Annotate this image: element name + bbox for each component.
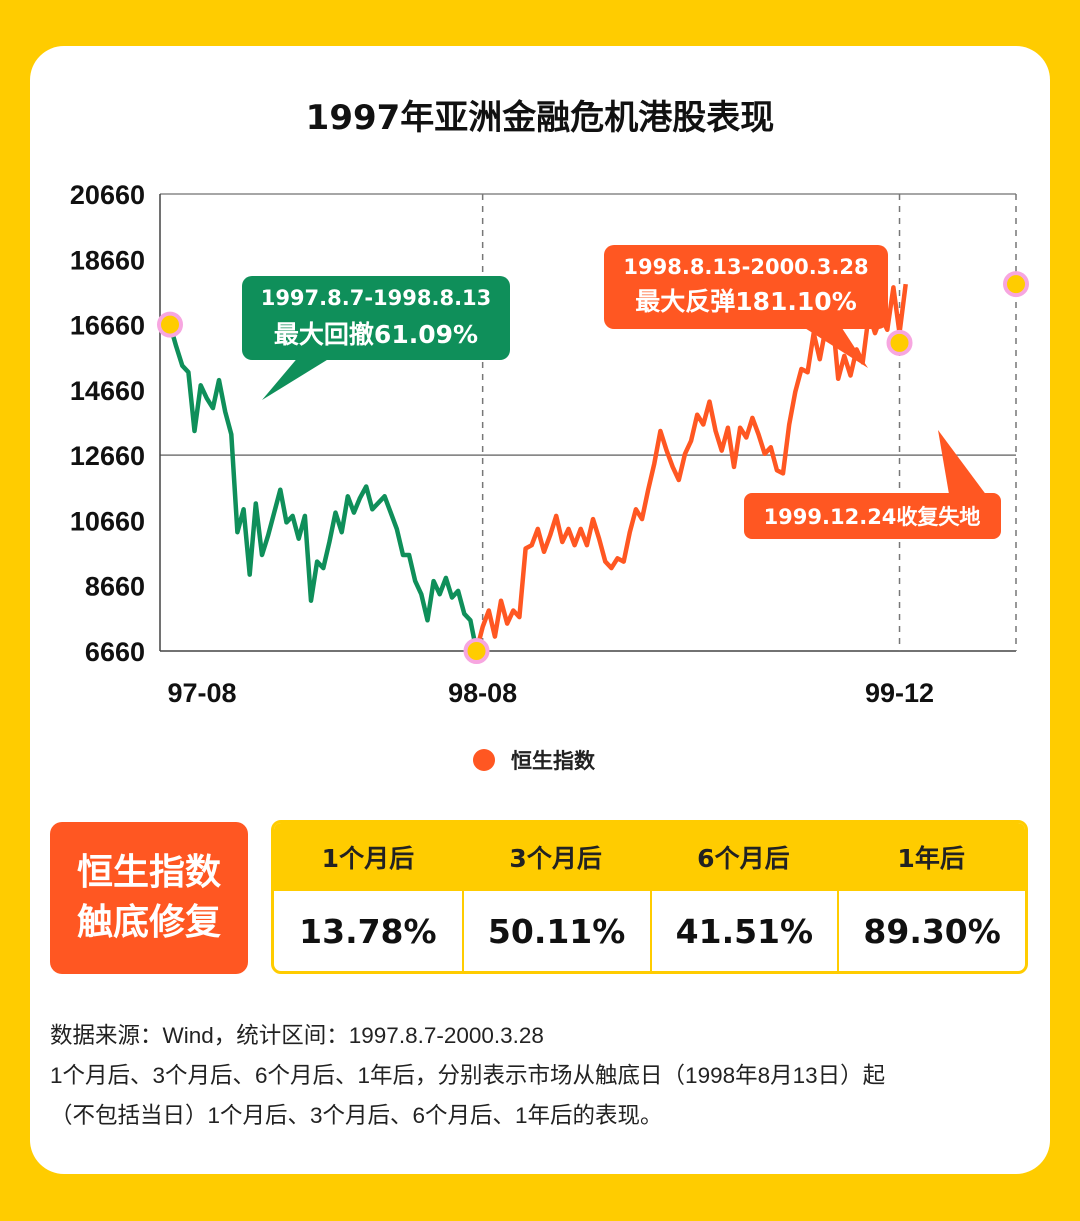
y-tick-label: 6660 xyxy=(85,637,145,667)
x-tick-label: 97-08 xyxy=(167,678,236,708)
recovery-label-line1: 恒生指数 xyxy=(76,852,221,893)
y-tick-label: 14660 xyxy=(70,376,145,406)
y-tick-label: 18660 xyxy=(70,245,145,275)
callout-recovery-text: 1999.12.24收复失地 xyxy=(764,505,981,529)
chart-title: 1997年亚洲金融危机港股表现 xyxy=(305,98,775,138)
x-tick-label: 99-12 xyxy=(865,678,934,708)
footnote-line: 1个月后、3个月后、6个月后、1年后，分别表示市场从触底日（1998年8月13日… xyxy=(50,1063,886,1088)
stats-value: 50.11% xyxy=(461,891,650,971)
recovery-stats-table: 1个月后 3个月后 6个月后 1年后 13.78% 50.11% 41.51% … xyxy=(271,820,1028,974)
y-tick-label: 12660 xyxy=(70,441,145,471)
chart-markers xyxy=(157,271,1029,664)
callout-pointer xyxy=(938,430,990,500)
stats-header: 6个月后 xyxy=(649,823,838,891)
footnotes: 数据来源：Wind，统计区间：1997.8.7-2000.3.28 1个月后、3… xyxy=(50,1016,1040,1136)
stats-header: 1年后 xyxy=(837,823,1025,891)
y-tick-label: 8660 xyxy=(85,572,145,602)
stats-value: 89.30% xyxy=(837,891,1025,971)
callout-pointer xyxy=(262,355,335,400)
callout-drawdown-dates: 1997.8.7-1998.8.13 xyxy=(261,286,492,310)
footnote-line: （不包括当日）1个月后、3个月后、6个月后、1年后的表现。 xyxy=(50,1103,663,1128)
chart-annotations: 1997.8.7-1998.8.13 最大回撤61.09% 1998.8.13-20… xyxy=(242,245,1001,539)
recovery-label-line2: 触底修复 xyxy=(76,902,221,943)
chart-axes: 20660 18660 16660 14660 12660 10660 8660 6660 97… xyxy=(70,180,934,708)
y-tick-label: 16660 xyxy=(70,311,145,341)
callout-rebound-value: 最大反弹181.10% xyxy=(635,287,857,316)
callout-box-drawdown xyxy=(242,276,510,360)
marker-end xyxy=(1003,271,1029,298)
legend-swatch xyxy=(473,749,495,771)
stats-header: 3个月后 xyxy=(461,823,650,891)
decline-line xyxy=(167,323,479,652)
stats-value: 41.51% xyxy=(649,891,838,971)
marker-bottom xyxy=(463,638,490,664)
stats-value: 13.78% xyxy=(299,911,437,951)
legend-label: 恒生指数 xyxy=(511,749,595,773)
callout-box-rebound xyxy=(604,245,888,329)
stats-header: 1个月后 xyxy=(274,823,462,891)
callout-box-recovery xyxy=(744,493,1001,539)
y-tick-label: 20660 xyxy=(70,180,145,210)
callout-drawdown-value: 最大回撤61.09% xyxy=(274,320,478,349)
marker-start xyxy=(157,311,183,338)
recovery-label-box: 恒生指数 触底修复 xyxy=(50,822,248,974)
chart-grid xyxy=(159,193,1017,652)
chart-legend: 恒生指数 xyxy=(473,745,595,775)
marker-recovery xyxy=(886,329,913,356)
x-tick-label: 98-08 xyxy=(448,678,517,708)
footnote-line: 数据来源：Wind，统计区间：1997.8.7-2000.3.28 xyxy=(50,1023,544,1048)
callout-pointer xyxy=(800,325,868,368)
y-tick-label: 10660 xyxy=(70,506,145,536)
callout-rebound-dates: 1998.8.13-2000.3.28 xyxy=(623,255,868,279)
content-card xyxy=(30,46,1050,1174)
